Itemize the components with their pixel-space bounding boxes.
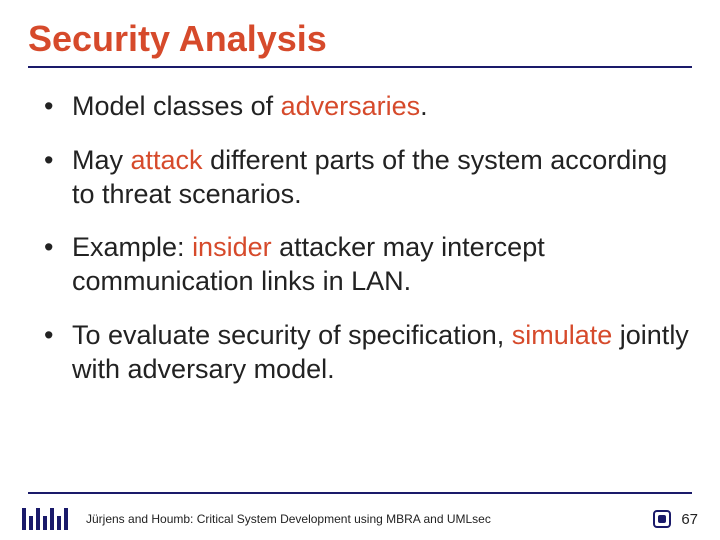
page-number: 67	[681, 511, 698, 528]
bullet-list: Model classes of adversaries. May attack…	[28, 90, 692, 386]
tum-logo-icon	[22, 508, 68, 530]
stop-icon	[653, 510, 671, 528]
footer-rule	[28, 492, 692, 494]
bullet-text-pre: Model classes of	[72, 91, 281, 121]
logo-bar	[36, 508, 40, 530]
footer-right: 67	[653, 510, 698, 528]
logo-bar	[43, 516, 47, 530]
bullet-item: Model classes of adversaries.	[28, 90, 692, 124]
bullet-item: Example: insider attacker may intercept …	[28, 231, 692, 299]
bullet-text-pre: Example:	[72, 232, 192, 262]
bullet-highlight: adversaries	[281, 91, 421, 121]
bullet-text-pre: To evaluate security of specification,	[72, 320, 512, 350]
slide-footer: Jürjens and Houmb: Critical System Devel…	[0, 498, 720, 540]
bullet-text-pre: May	[72, 145, 131, 175]
bullet-item: To evaluate security of specification, s…	[28, 319, 692, 387]
bullet-highlight: simulate	[512, 320, 613, 350]
footer-text: Jürjens and Houmb: Critical System Devel…	[86, 512, 491, 526]
footer-left: Jürjens and Houmb: Critical System Devel…	[22, 508, 491, 530]
slide-title: Security Analysis	[28, 18, 692, 68]
bullet-item: May attack different parts of the system…	[28, 144, 692, 212]
bullet-highlight: attack	[131, 145, 203, 175]
logo-bar	[57, 516, 61, 530]
bullet-highlight: insider	[192, 232, 272, 262]
logo-bar	[22, 508, 26, 530]
logo-bar	[64, 508, 68, 530]
slide: Security Analysis Model classes of adver…	[0, 0, 720, 540]
stop-icon-inner	[658, 515, 666, 523]
logo-bar	[29, 516, 33, 530]
logo-bar	[50, 508, 54, 530]
bullet-text-post: .	[420, 91, 428, 121]
